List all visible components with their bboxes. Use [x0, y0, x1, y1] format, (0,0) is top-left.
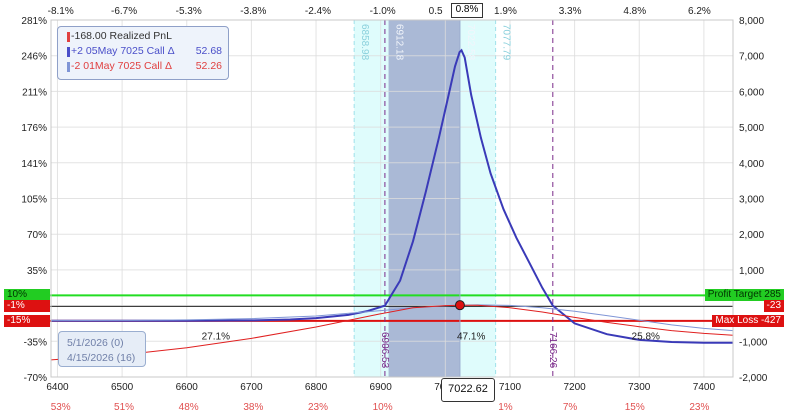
current-pct-label: 0.8%	[451, 3, 483, 18]
y-tick-label: 5,000	[739, 123, 764, 134]
x-pct-tick-label: -2.4%	[305, 6, 331, 17]
y-pct-tick-label: 105%	[21, 195, 47, 206]
x-tick-label: 6600	[176, 382, 199, 393]
plot-border	[50, 19, 734, 378]
breakeven-label: 6906.53	[379, 332, 390, 369]
y-tick-label: -2,000	[739, 373, 768, 384]
left-level-tag: -1%	[4, 300, 50, 313]
legend-row-short-call[interactable]: -2 01May 7025 Call Δ 52.26	[58, 59, 228, 74]
right-level-tag: Max Loss -427	[712, 314, 784, 327]
y-pct-tick-label: 35%	[27, 266, 47, 277]
x-tick-label: 7400	[693, 382, 716, 393]
current-price-label: 7022.62	[441, 378, 495, 402]
x-pct-tick-label: 1.9%	[494, 6, 517, 17]
y-tick-label: -1,000	[739, 337, 768, 348]
zone-pct: 47.1%	[457, 332, 485, 343]
bottom-pct-tick: 7%	[563, 402, 578, 410]
date-legend[interactable]: 5/1/2026 (0) 4/15/2026 (16)	[58, 331, 146, 367]
x-pct-tick-label: 0.5	[429, 6, 443, 17]
bottom-pct-tick: 10%	[373, 402, 393, 410]
bottom-pct-tick: 15%	[625, 402, 645, 410]
legend-swatch	[67, 47, 70, 57]
x-pct-tick-label: 3.3%	[559, 6, 582, 17]
y-tick-label: 2,000	[739, 230, 764, 241]
y-pct-tick-label: -35%	[24, 337, 47, 348]
x-pct-tick-label: 6.2%	[688, 6, 711, 17]
right-level-tag: Profit Target 285	[704, 289, 784, 302]
grid-lines	[51, 19, 733, 378]
bottom-pct-tick: 23%	[308, 402, 328, 410]
y-tick-label: 4,000	[739, 159, 764, 170]
y-tick-label: 6,000	[739, 87, 764, 98]
x-pct-tick-label: -5.3%	[176, 6, 202, 17]
y-tick-label: 7,000	[739, 52, 764, 63]
y-pct-tick-label: 141%	[21, 159, 47, 170]
y-tick-label: 3,000	[739, 195, 764, 206]
legend-swatch	[67, 32, 70, 42]
y-tick-label: 1,000	[739, 266, 764, 277]
current-point	[454, 300, 465, 311]
x-tick-label: 6900	[370, 382, 393, 393]
zone-pct: 27.1%	[202, 332, 230, 343]
bottom-pct-tick: 1%	[498, 402, 513, 410]
y-pct-tick-label: -70%	[24, 373, 47, 384]
bottom-pct-tick: 48%	[179, 402, 199, 410]
pnl-curves	[50, 48, 734, 361]
right-level-tag: -23	[763, 300, 784, 313]
x-tick-label: 6800	[305, 382, 328, 393]
bottom-pct-tick: 23%	[689, 402, 709, 410]
date-expiry: 5/1/2026 (0)	[67, 337, 124, 349]
y-tick-label: 8,000	[739, 16, 764, 27]
x-tick-label: 6400	[46, 382, 69, 393]
std-label: 6912.18	[394, 24, 405, 61]
legend-title: -168.00 Realized PnL	[71, 30, 172, 42]
y-pct-tick-label: 281%	[21, 16, 47, 27]
x-pct-tick-label: -3.8%	[240, 6, 266, 17]
breakeven-label: 7166.26	[547, 332, 558, 369]
x-pct-tick-label: -1.0%	[370, 6, 396, 17]
std-label: 7022.58	[465, 24, 476, 61]
legend-realized-pnl: -168.00 Realized PnL	[58, 29, 228, 44]
bottom-pct-tick: 53%	[51, 402, 71, 410]
y-pct-tick-label: 211%	[22, 87, 47, 98]
annotations: 6858.98 6912.18 7022.58 7077.79 6906.53 7166.…	[202, 24, 660, 369]
x-tick-label: 7200	[563, 382, 586, 393]
x-tick-label: 6700	[240, 382, 263, 393]
legend-label: -2 01May 7025 Call Δ	[71, 60, 172, 72]
x-pct-tick-label: 4.8%	[623, 6, 646, 17]
std-label: 6858.98	[359, 24, 370, 61]
legend-value: 52.26	[195, 60, 222, 72]
pnl-curve-0	[51, 48, 733, 344]
std-label: 7077.79	[501, 24, 512, 61]
legend: -168.00 Realized PnL +2 05May 7025 Call …	[57, 26, 229, 80]
y-pct-tick-label: 246%	[21, 52, 47, 63]
y-pct-tick-label: 176%	[21, 123, 47, 134]
legend-label: +2 05May 7025 Call Δ	[71, 45, 175, 57]
x-pct-tick-label: -6.7%	[111, 6, 137, 17]
x-tick-label: 7100	[499, 382, 522, 393]
x-tick-label: 7300	[628, 382, 651, 393]
x-tick-label: 6500	[111, 382, 134, 393]
left-level-tag: -15%	[4, 314, 50, 327]
legend-value: 52.68	[195, 45, 222, 57]
pnl-curve-2	[50, 304, 734, 361]
y-pct-tick-label: 70%	[27, 230, 47, 241]
legend-swatch	[67, 62, 70, 72]
bottom-pct-tick: 38%	[243, 402, 263, 410]
zone-pct: 25.8%	[632, 332, 660, 343]
left-level-tag: 10%	[4, 289, 50, 302]
bottom-pct-tick: 51%	[114, 402, 134, 410]
date-current: 4/15/2026 (16)	[67, 352, 136, 364]
x-pct-tick-label: -8.1%	[48, 6, 74, 17]
legend-row-long-call[interactable]: +2 05May 7025 Call Δ 52.68	[58, 44, 228, 59]
